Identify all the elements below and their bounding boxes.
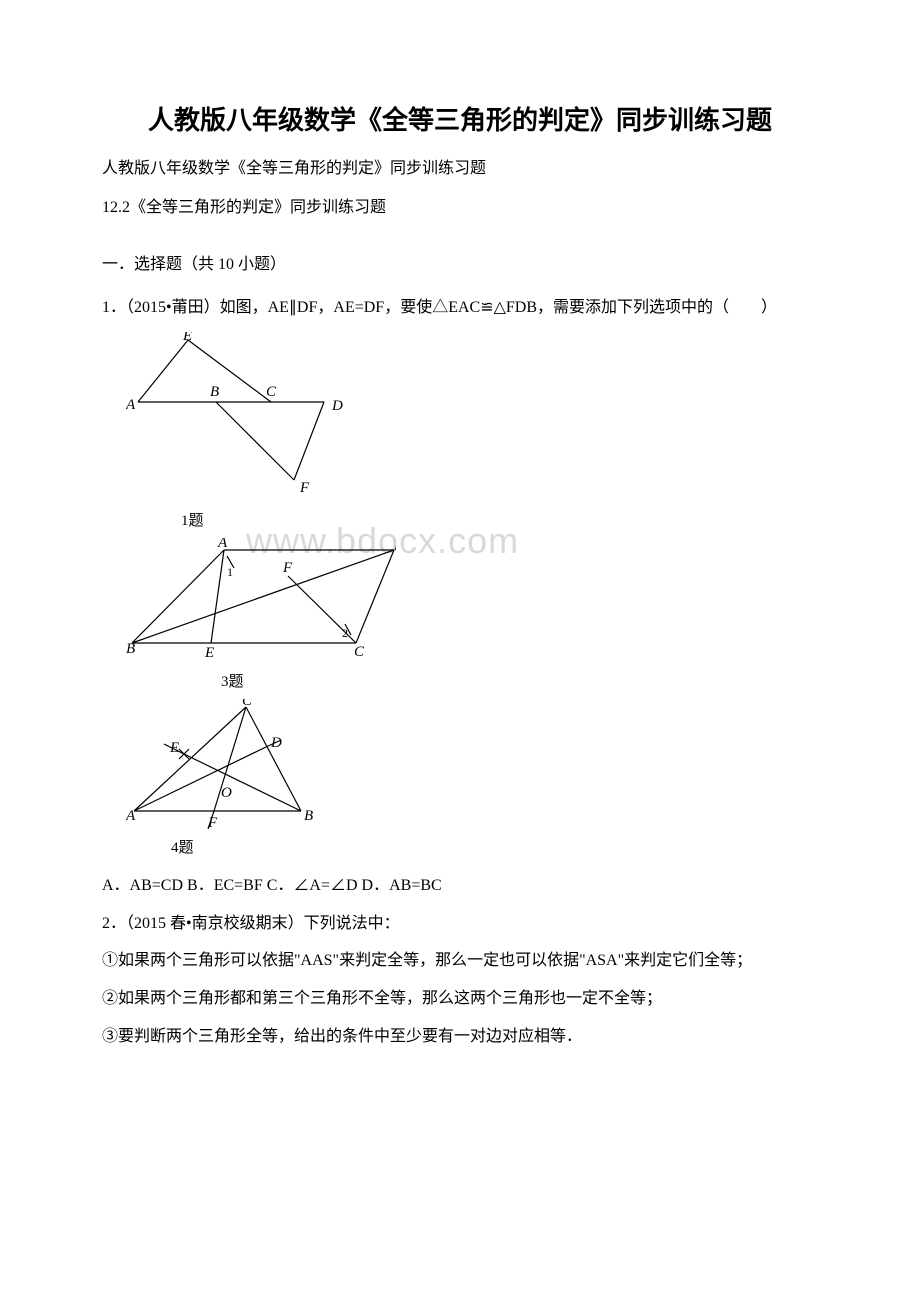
svg-text:B: B <box>126 641 135 657</box>
svg-text:A: A <box>126 808 136 824</box>
figure-3-label: 3题 <box>221 670 850 691</box>
figure-4: A B C O D E F 4题 <box>126 699 850 857</box>
subtitle-line: 人教版八年级数学《全等三角形的判定》同步训练习题 <box>70 155 850 182</box>
question-1-options: A．AB=CD B．EC=BF C．∠A=∠D D．AB=BC <box>70 871 850 901</box>
svg-text:E: E <box>169 740 179 756</box>
section-heading: 一．选择题（共 10 小题） <box>70 251 850 278</box>
question-1-text: 1．（2015•莆田）如图，AE∥DF，AE=DF，要使△EAC≌△FDB，需要… <box>70 293 850 323</box>
svg-text:E: E <box>204 645 214 661</box>
svg-text:1: 1 <box>227 565 233 579</box>
svg-text:B: B <box>210 384 219 400</box>
svg-text:E: E <box>182 332 192 344</box>
figure-3: www.bdocx.com A D B C <box>126 538 850 691</box>
figure-1: A B C D E F 1题 <box>126 332 850 530</box>
svg-text:F: F <box>282 560 293 576</box>
question-2-item-2: ②如果两个三角形都和第三个三角形不全等，那么这两个三角形也一定不全等； <box>70 984 850 1014</box>
svg-text:2: 2 <box>342 626 348 640</box>
section-number-line: 12.2《全等三角形的判定》同步训练习题 <box>70 194 850 221</box>
svg-text:D: D <box>331 398 343 414</box>
figure-3-svg: A D B C E F 1 2 <box>126 538 396 668</box>
page-title: 人教版八年级数学《全等三角形的判定》同步训练习题 <box>70 100 850 137</box>
figure-4-label: 4题 <box>171 836 850 857</box>
question-2-item-3: ③要判断两个三角形全等，给出的条件中至少要有一对边对应相等． <box>70 1022 850 1052</box>
svg-text:D: D <box>270 735 282 751</box>
svg-text:F: F <box>207 815 218 831</box>
figure-1-svg: A B C D E F <box>126 332 371 507</box>
svg-text:F: F <box>299 480 310 496</box>
question-2-text: 2．（2015 春•南京校级期末）下列说法中： <box>70 909 850 939</box>
svg-text:C: C <box>242 699 253 709</box>
svg-text:C: C <box>266 384 277 400</box>
svg-text:C: C <box>354 644 365 660</box>
figure-4-svg: A B C O D E F <box>126 699 326 834</box>
svg-text:A: A <box>126 397 136 413</box>
svg-text:B: B <box>304 808 313 824</box>
svg-text:D: D <box>393 538 396 554</box>
question-2-item-1: ①如果两个三角形可以依据"AAS"来判定全等，那么一定也可以依据"ASA"来判定… <box>70 946 850 976</box>
svg-text:O: O <box>221 785 232 801</box>
svg-text:A: A <box>217 538 228 551</box>
figures-block: A B C D E F 1题 www.bdocx.com <box>126 332 850 857</box>
